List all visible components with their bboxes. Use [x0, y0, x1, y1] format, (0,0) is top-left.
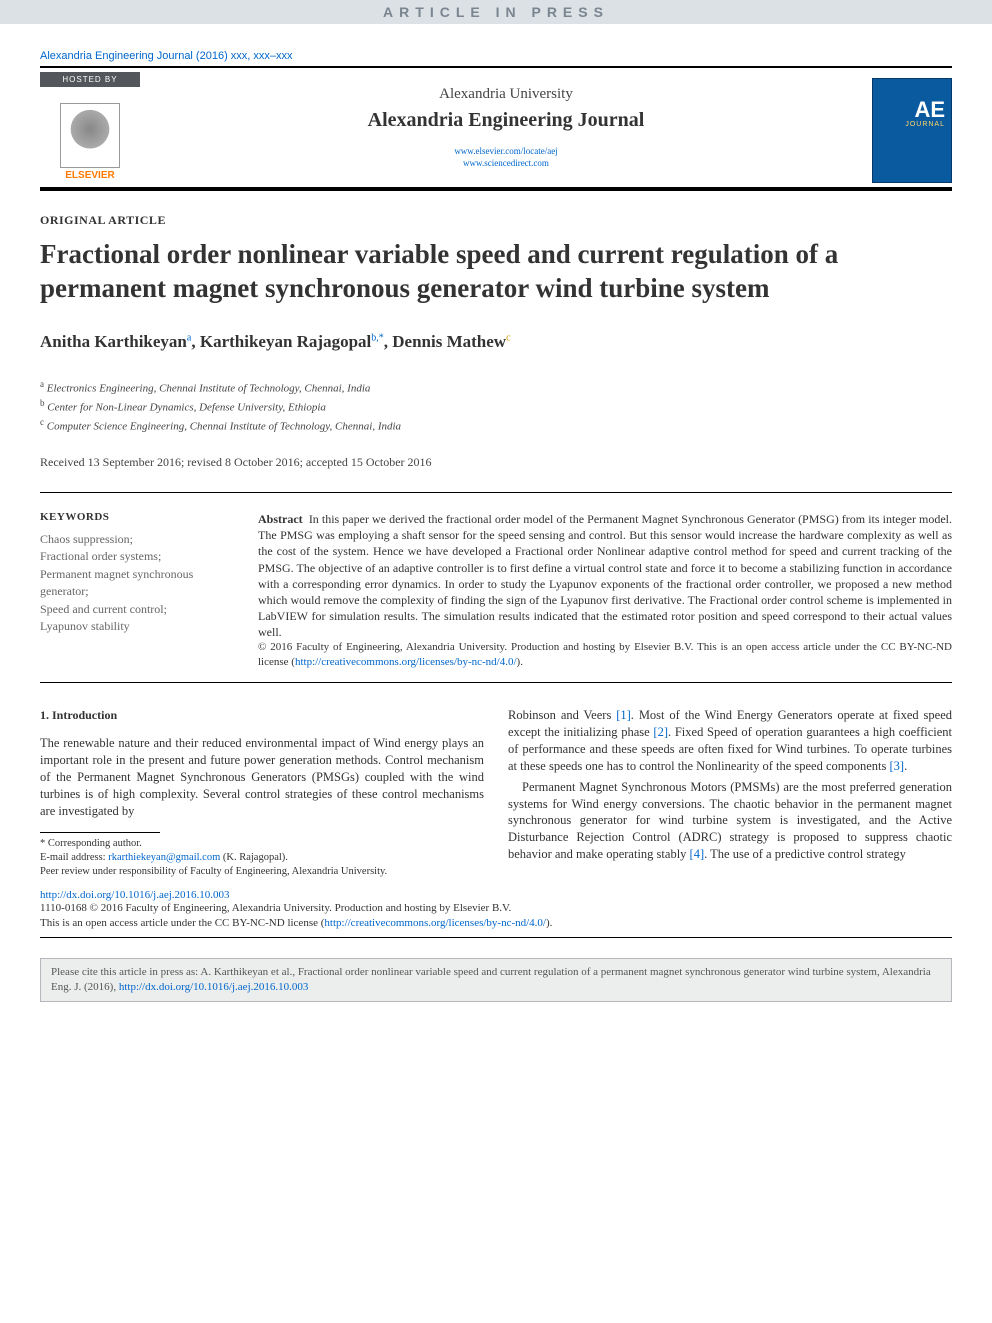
affil-c: Computer Science Engineering, Chennai In… [47, 420, 401, 432]
journal-header: HOSTED BY ELSEVIER Alexandria University… [40, 68, 952, 191]
elsevier-tree-icon [60, 103, 120, 168]
abstract-text: In this paper we derived the fractional … [258, 512, 952, 639]
publisher-box: HOSTED BY ELSEVIER [40, 72, 140, 183]
license-link[interactable]: http://creativecommons.org/licenses/by-n… [295, 656, 517, 668]
keywords-list: Chaos suppression; Fractional order syst… [40, 531, 240, 635]
footnote-rule [40, 832, 160, 833]
intro-para-1: The renewable nature and their reduced e… [40, 735, 484, 819]
hosted-by-label: HOSTED BY [40, 72, 140, 87]
journal-link-2[interactable]: www.sciencedirect.com [463, 158, 549, 168]
article-dates: Received 13 September 2016; revised 8 Oc… [40, 455, 952, 470]
cover-ae-text: AE [914, 97, 945, 123]
author-email-link[interactable]: rkarthiekeyan@gmail.com [108, 852, 220, 863]
body-column-right: Robinson and Veers [1]. Most of the Wind… [508, 707, 952, 879]
doi-line: http://dx.doi.org/10.1016/j.aej.2016.10.… [40, 889, 952, 901]
author-2: Karthikeyan Rajagopal [200, 332, 371, 351]
peer-review-note: Peer review under responsibility of Facu… [40, 865, 484, 879]
sep: , [191, 332, 200, 351]
authors-line: Anitha Karthikeyana, Karthikeyan Rajagop… [40, 332, 952, 352]
abstract-label: Abstract [258, 512, 303, 526]
copyright-line-1: 1110-0168 © 2016 Faculty of Engineering,… [40, 901, 952, 916]
body-columns: 1. Introduction The renewable nature and… [40, 707, 952, 879]
sep: , [384, 332, 393, 351]
col2-para-2: Permanent Magnet Synchronous Motors (PMS… [508, 779, 952, 863]
affil-a: Electronics Engineering, Chennai Institu… [47, 382, 371, 394]
university-name: Alexandria University [140, 86, 872, 103]
author-1: Anitha Karthikeyan [40, 332, 187, 351]
abstract-column: Abstract In this paper we derived the fr… [258, 511, 952, 670]
journal-reference: Alexandria Engineering Journal (2016) xx… [40, 50, 952, 62]
col2-para-1: Robinson and Veers [1]. Most of the Wind… [508, 707, 952, 775]
journal-cover: AE JOURNAL [872, 78, 952, 183]
section-1-heading: 1. Introduction [40, 707, 484, 723]
keywords-header: KEYWORDS [40, 511, 240, 523]
citation-box: Please cite this article in press as: A.… [40, 958, 952, 1002]
ref-1-link[interactable]: [1] [616, 708, 631, 722]
affiliations: a Electronics Engineering, Chennai Insti… [40, 378, 952, 435]
elsevier-text: ELSEVIER [65, 170, 114, 181]
article-title: Fractional order nonlinear variable spee… [40, 238, 952, 306]
ref-4-link[interactable]: [4] [690, 847, 705, 861]
email-line: E-mail address: rkarthiekeyan@gmail.com … [40, 851, 484, 865]
abstract-rule [40, 682, 952, 683]
cover-journal-text: JOURNAL [905, 121, 945, 128]
article-in-press-banner: ARTICLE IN PRESS [0, 0, 992, 24]
article-type: ORIGINAL ARTICLE [40, 213, 952, 228]
author-3-affil: c [506, 332, 510, 343]
elsevier-logo: ELSEVIER [50, 91, 130, 181]
header-center: Alexandria University Alexandria Enginee… [140, 72, 872, 183]
body-column-left: 1. Introduction The renewable nature and… [40, 707, 484, 879]
corresponding-author: * Corresponding author. [40, 837, 484, 851]
journal-links: www.elsevier.com/locate/aej www.scienced… [140, 146, 872, 169]
journal-name: Alexandria Engineering Journal [140, 109, 872, 132]
ref-3-link[interactable]: [3] [890, 759, 905, 773]
keywords-column: KEYWORDS Chaos suppression; Fractional o… [40, 511, 240, 670]
dates-rule [40, 492, 952, 493]
author-2-affil: b,* [371, 332, 384, 343]
copyright-line-2: This is an open access article under the… [40, 916, 952, 931]
affil-b: Center for Non-Linear Dynamics, Defense … [47, 401, 326, 413]
footnotes: * Corresponding author. E-mail address: … [40, 837, 484, 880]
doi-link[interactable]: http://dx.doi.org/10.1016/j.aej.2016.10.… [40, 889, 230, 901]
author-3: Dennis Mathew [392, 332, 506, 351]
cite-doi-link[interactable]: http://dx.doi.org/10.1016/j.aej.2016.10.… [119, 981, 309, 993]
ref-2-link[interactable]: [2] [653, 725, 668, 739]
license-link-bottom[interactable]: http://creativecommons.org/licenses/by-n… [324, 917, 546, 929]
abstract-license: © 2016 Faculty of Engineering, Alexandri… [258, 640, 952, 670]
journal-link-1[interactable]: www.elsevier.com/locate/aej [454, 146, 557, 156]
abstract-block: KEYWORDS Chaos suppression; Fractional o… [40, 511, 952, 670]
bottom-rule [40, 937, 952, 938]
